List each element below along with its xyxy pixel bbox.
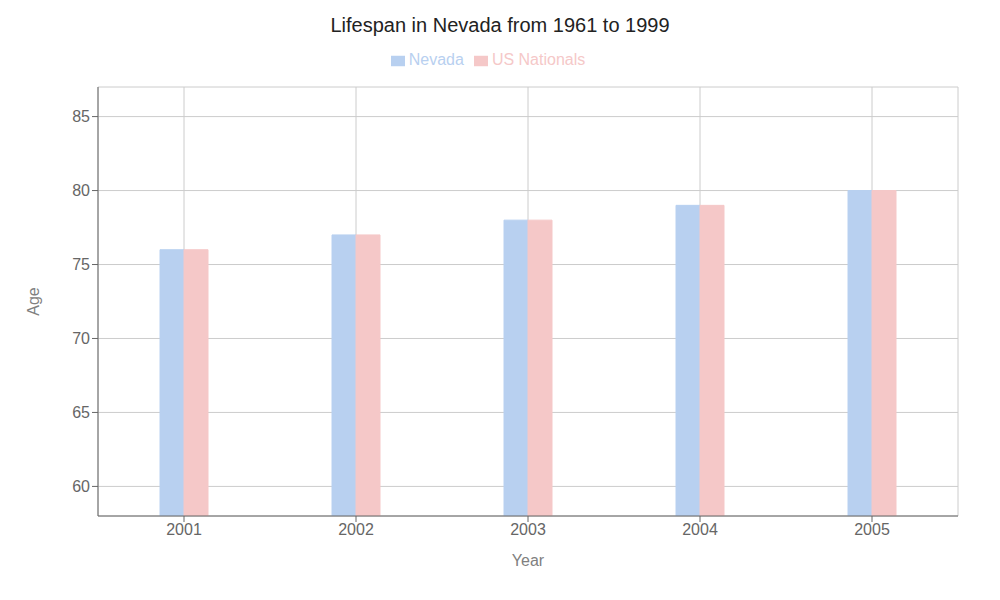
- svg-text:75: 75: [72, 256, 90, 273]
- svg-text:2005: 2005: [854, 521, 890, 538]
- svg-text:60: 60: [72, 478, 90, 495]
- svg-text:Year: Year: [512, 552, 545, 569]
- html-text:US Nationals: US Nationals: [491, 51, 586, 68]
- svg-text:85: 85: [72, 108, 90, 125]
- svg-text:2003: 2003: [510, 521, 546, 538]
- svg-text:80: 80: [72, 182, 90, 199]
- svg-text:2002: 2002: [338, 521, 374, 538]
- html-text:Nevada: Nevada: [408, 51, 464, 68]
- svg-text:70: 70: [72, 330, 90, 347]
- svg-text:Age: Age: [25, 287, 42, 316]
- svg-text:2004: 2004: [682, 521, 718, 538]
- svg-text:65: 65: [72, 404, 90, 421]
- svg-text:2001: 2001: [166, 521, 202, 538]
- html-text:Lifespan in Nevada from 1961 t: Lifespan in Nevada from 1961 to 1999: [330, 14, 670, 36]
